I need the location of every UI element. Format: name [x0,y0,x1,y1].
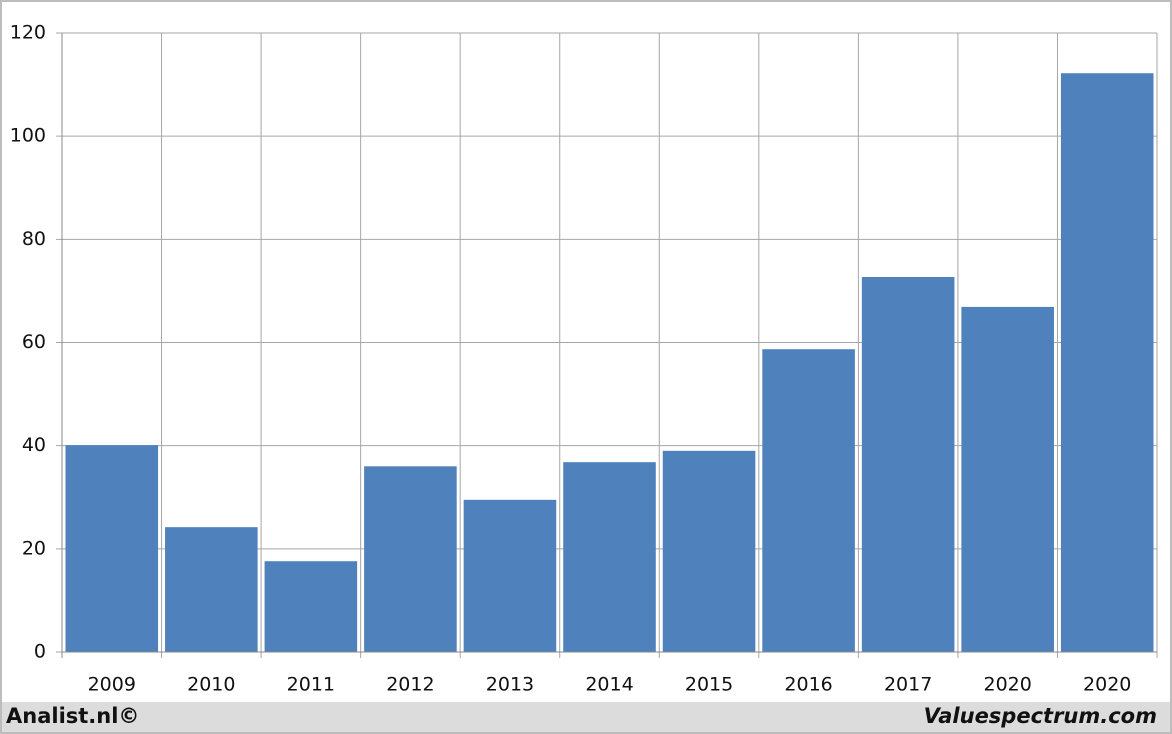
bar [662,450,756,652]
x-tick-label: 2015 [685,674,733,696]
x-tick-label: 2010 [187,674,235,696]
bar [264,561,358,652]
bar [1060,73,1154,653]
x-tick-label: 2016 [784,674,832,696]
bar [463,499,557,652]
x-tick-label: 2011 [287,674,335,696]
footer-right: Valuespectrum.com [924,704,1157,728]
bar [762,349,855,652]
y-tick-label: 0 [34,641,46,663]
x-tick-label: 2020 [1083,674,1131,696]
bar [65,445,159,652]
footer-left: Analist.nl© [6,704,139,728]
y-tick-label: 60 [22,331,46,353]
bar [165,527,258,652]
bar [861,276,955,652]
bar [364,466,457,652]
y-tick-label: 100 [10,125,46,147]
y-tick-label: 80 [22,228,46,250]
y-tick-label: 20 [22,537,46,559]
bar [563,462,656,652]
x-tick-label: 2014 [585,674,633,696]
bar [961,306,1054,652]
x-tick-label: 2020 [984,674,1032,696]
x-tick-label: 2017 [884,674,932,696]
y-tick-label: 40 [22,434,46,456]
footer-band [2,702,1170,732]
y-tick-label: 120 [10,22,46,44]
x-tick-label: 2012 [386,674,434,696]
x-tick-label: 2009 [88,674,136,696]
x-tick-label: 2013 [486,674,534,696]
